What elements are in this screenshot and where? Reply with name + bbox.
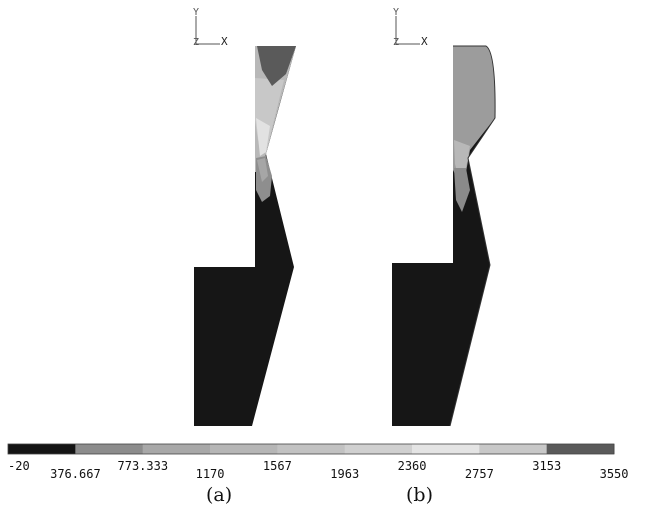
triad-y-label-b: Y — [393, 7, 399, 18]
legend-color-swatch — [210, 444, 278, 454]
panel-b-caption: (b) — [406, 484, 433, 506]
coordinate-triad-a: Y Z X — [193, 7, 228, 48]
panel-b: Y Z X — [392, 7, 496, 427]
legend-color-swatch — [142, 444, 211, 454]
legend-tick-label: 1963 — [330, 467, 360, 481]
contour-region-neck-gray-b — [454, 168, 470, 212]
contour-region-lower-light-a — [257, 158, 268, 182]
contour-region-base-a — [194, 46, 296, 426]
triad-z-label-a: Z — [193, 37, 199, 48]
legend-color-swatch — [8, 444, 76, 454]
legend-color-swatch — [546, 444, 615, 454]
coordinate-triad-b: Y Z X — [393, 7, 428, 48]
legend-tick-label: -20 — [8, 459, 30, 473]
legend-color-swatch — [479, 444, 548, 454]
legend-color-swatch — [344, 444, 413, 454]
legend-tick-label: 1170 — [195, 467, 225, 481]
legend-tick-label: 376.667 — [50, 467, 101, 481]
contour-region-outline-b — [449, 45, 496, 427]
legend-color-bar — [7, 443, 615, 455]
legend-tick-label: 2757 — [464, 467, 494, 481]
legend-tick-label: 2360 — [397, 459, 427, 473]
legend-color-swatch — [75, 444, 144, 454]
contour-region-top-dark-a — [257, 46, 296, 86]
legend-bar-frame — [7, 443, 615, 455]
legend-tick-label: 773.333 — [117, 459, 169, 473]
legend-tick-label: 3153 — [532, 459, 562, 473]
legend-tick-label: 1567 — [262, 459, 292, 473]
contour-region-neck-a — [256, 118, 270, 156]
triad-x-label-b: X — [421, 35, 428, 48]
panel-a: Y Z X — [193, 7, 296, 426]
legend-tick-label: 3550 — [599, 467, 629, 481]
triad-z-label-b: Z — [393, 37, 399, 48]
contour-region-neck-light-b — [454, 140, 470, 176]
triad-x-label-a: X — [221, 35, 228, 48]
legend-color-swatch — [412, 444, 480, 454]
panel-a-caption: (a) — [206, 484, 233, 506]
triad-y-label-a: Y — [193, 7, 199, 18]
legend-color-swatch — [277, 444, 346, 454]
